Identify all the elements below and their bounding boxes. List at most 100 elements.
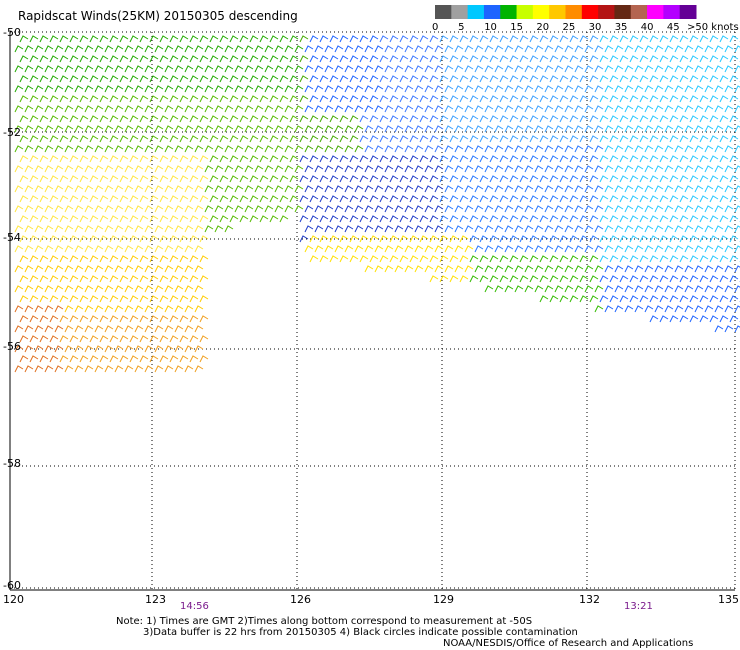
wind-barb [684, 125, 694, 133]
wind-barb [124, 265, 134, 273]
wind-barb [489, 215, 499, 223]
wind-barb [399, 175, 409, 183]
wind-barb [579, 155, 589, 163]
wind-barb [594, 165, 604, 173]
wind-barb [89, 55, 99, 63]
wind-barb [209, 95, 219, 103]
wind-barb [559, 295, 569, 303]
wind-barb [124, 365, 134, 373]
wind-speed-colorbar: 0 5 10 15 20 25 30 35 40 45 >50 knots [432, 5, 739, 33]
wind-barb [229, 175, 239, 183]
wind-barb [604, 305, 614, 313]
wind-barb [14, 45, 24, 53]
wind-barb [219, 55, 229, 63]
wind-barb [369, 255, 379, 263]
wind-barb [14, 325, 24, 333]
wind-barb [374, 85, 384, 93]
wind-barb [279, 195, 289, 203]
wind-barb [199, 195, 209, 203]
wind-barb [689, 55, 699, 63]
wind-barb [69, 215, 79, 223]
wind-barb [384, 105, 394, 113]
wind-barb [119, 195, 129, 203]
wind-barb [269, 175, 279, 183]
wind-barb [529, 255, 539, 263]
wind-barb [54, 105, 64, 113]
wind-barb [599, 55, 609, 63]
wind-barb [359, 235, 369, 243]
wind-barb [714, 185, 724, 193]
wind-barb [99, 195, 109, 203]
wind-barb [244, 125, 254, 133]
wind-barb [84, 185, 94, 193]
wind-barb [359, 35, 369, 43]
wind-barb [624, 285, 634, 293]
wind-barb [514, 205, 524, 213]
wind-barb [289, 95, 299, 103]
wind-barb [539, 155, 549, 163]
wind-barb [34, 305, 44, 313]
wind-barb [399, 115, 409, 123]
wind-barb [554, 125, 564, 133]
wind-barb [174, 205, 184, 213]
wind-barb [554, 245, 564, 253]
wind-barb [474, 225, 484, 233]
wind-barb [64, 125, 74, 133]
wind-barb [639, 195, 649, 203]
wind-barb [419, 155, 429, 163]
wind-barb [609, 135, 619, 143]
wind-barb [554, 285, 564, 293]
wind-barb [84, 165, 94, 173]
wind-barb [624, 265, 634, 273]
wind-barb [144, 345, 154, 353]
wind-barb [294, 85, 304, 93]
wind-barb [344, 65, 354, 73]
wind-barb [724, 45, 734, 53]
wind-barb [679, 255, 689, 263]
wind-barb [514, 225, 524, 233]
wind-barb [514, 145, 524, 153]
wind-barb [229, 215, 239, 223]
wind-barb [99, 95, 109, 103]
wind-barb [549, 195, 559, 203]
wind-barb [624, 185, 634, 193]
wind-barb [729, 95, 739, 103]
wind-barb [604, 165, 614, 173]
wind-barb [59, 315, 69, 323]
wind-barb [174, 145, 184, 153]
wind-barb [719, 95, 729, 103]
wind-barb [464, 105, 474, 113]
wind-barb [699, 115, 709, 123]
wind-barb [64, 145, 74, 153]
wind-barb [354, 65, 364, 73]
wind-barb [504, 165, 514, 173]
wind-barb [539, 75, 549, 83]
wind-barb [194, 365, 204, 373]
wind-barb [144, 65, 154, 73]
wind-barb [194, 165, 204, 173]
wind-barb [689, 275, 699, 283]
wind-barb [389, 115, 399, 123]
wind-barb [144, 245, 154, 253]
wind-barb [719, 255, 729, 263]
wind-barb [719, 235, 729, 243]
wind-barb [614, 285, 624, 293]
wind-barb [274, 65, 284, 73]
lat-label: -58 [3, 457, 21, 470]
wind-barb [604, 205, 614, 213]
wind-barb [684, 225, 694, 233]
wind-barb [559, 135, 569, 143]
wind-barb [544, 165, 554, 173]
wind-barb [74, 65, 84, 73]
wind-barb [394, 265, 404, 273]
wind-barb [504, 125, 514, 133]
wind-barb [99, 335, 109, 343]
wind-barb [179, 195, 189, 203]
wind-barb [179, 35, 189, 43]
wind-barb [539, 35, 549, 43]
wind-barb [544, 285, 554, 293]
wind-barb [169, 235, 179, 243]
wind-barb [589, 95, 599, 103]
wind-barb [544, 45, 554, 53]
